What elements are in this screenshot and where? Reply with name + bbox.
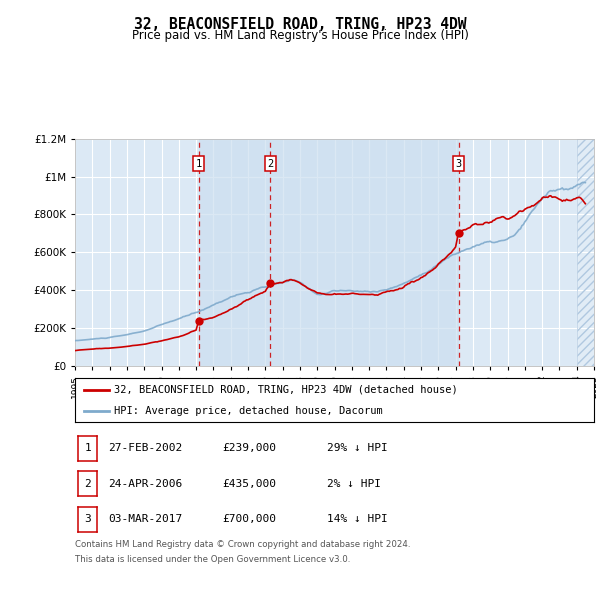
- Text: 2: 2: [84, 479, 91, 489]
- Text: 2% ↓ HPI: 2% ↓ HPI: [327, 479, 381, 489]
- Text: 3: 3: [84, 514, 91, 524]
- Text: 32, BEACONSFIELD ROAD, TRING, HP23 4DW (detached house): 32, BEACONSFIELD ROAD, TRING, HP23 4DW (…: [114, 385, 458, 395]
- Text: 32, BEACONSFIELD ROAD, TRING, HP23 4DW: 32, BEACONSFIELD ROAD, TRING, HP23 4DW: [134, 17, 466, 31]
- Text: £239,000: £239,000: [222, 444, 276, 453]
- Text: 2: 2: [268, 159, 274, 169]
- Text: £435,000: £435,000: [222, 479, 276, 489]
- Text: 1: 1: [84, 444, 91, 453]
- Text: 24-APR-2006: 24-APR-2006: [108, 479, 182, 489]
- Text: Price paid vs. HM Land Registry's House Price Index (HPI): Price paid vs. HM Land Registry's House …: [131, 30, 469, 42]
- Text: HPI: Average price, detached house, Dacorum: HPI: Average price, detached house, Daco…: [114, 406, 383, 416]
- Text: 1: 1: [196, 159, 202, 169]
- Text: 29% ↓ HPI: 29% ↓ HPI: [327, 444, 388, 453]
- Text: Contains HM Land Registry data © Crown copyright and database right 2024.: Contains HM Land Registry data © Crown c…: [75, 540, 410, 549]
- Text: 27-FEB-2002: 27-FEB-2002: [108, 444, 182, 453]
- Bar: [577, 139, 594, 366]
- Bar: [271, 139, 458, 366]
- Bar: [199, 139, 271, 366]
- Text: This data is licensed under the Open Government Licence v3.0.: This data is licensed under the Open Gov…: [75, 555, 350, 563]
- Text: 03-MAR-2017: 03-MAR-2017: [108, 514, 182, 524]
- Text: £700,000: £700,000: [222, 514, 276, 524]
- Text: 14% ↓ HPI: 14% ↓ HPI: [327, 514, 388, 524]
- Text: 3: 3: [455, 159, 461, 169]
- Bar: [577, 139, 594, 366]
